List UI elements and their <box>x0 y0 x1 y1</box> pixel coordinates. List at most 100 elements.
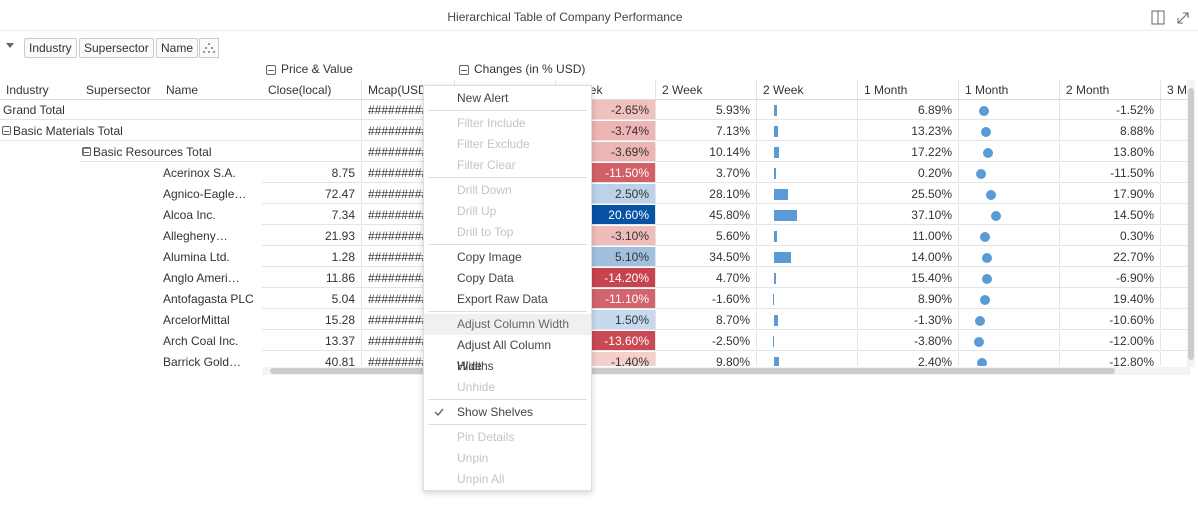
bar <box>774 210 797 221</box>
empty-cell <box>1161 331 1190 351</box>
shelf-pill[interactable]: Name <box>156 38 199 58</box>
month2-cell: -1.52% <box>1060 100 1161 120</box>
dot <box>981 253 992 263</box>
dot <box>976 169 987 179</box>
month2-cell: 17.90% <box>1060 184 1161 204</box>
menu-label: Filter Exclude <box>457 137 530 151</box>
row-label[interactable]: Arch Coal Inc. <box>163 334 239 348</box>
collapse-icon[interactable] <box>2 126 11 135</box>
column-header[interactable]: Close(local) <box>262 80 362 100</box>
menu-item: Filter Clear <box>424 155 591 176</box>
row-label[interactable]: Agnico-Eagle… <box>163 187 247 201</box>
context-menu: New Alert Filter Include Filter Exclude Fil… <box>423 85 592 491</box>
row-label[interactable]: Basic Resources Total <box>93 145 212 159</box>
dot <box>981 127 992 137</box>
bar <box>774 231 777 242</box>
menu-item[interactable]: Copy Image <box>424 247 591 268</box>
column-header[interactable]: 2 Week <box>656 80 757 100</box>
title: Hierarchical Table of Company Performanc… <box>447 10 683 24</box>
h-scroll-thumb[interactable] <box>270 368 1115 374</box>
week2-cell: 5.93% <box>656 100 757 120</box>
menu-label: Drill Up <box>457 204 497 218</box>
empty-cell <box>262 100 362 120</box>
row-label[interactable]: Alcoa Inc. <box>163 208 216 222</box>
menu-item: Unhide <box>424 377 591 398</box>
v-scroll-thumb[interactable] <box>1188 88 1194 360</box>
close-cell: 8.75 <box>262 163 362 183</box>
column-header[interactable]: 3 Month <box>1161 80 1190 100</box>
bar-cell <box>757 100 858 120</box>
empty-cell <box>262 142 362 162</box>
menu-item[interactable]: Export Raw Data <box>424 289 591 310</box>
row-label[interactable]: Acerinox S.A. <box>163 166 236 180</box>
empty-cell <box>1161 205 1190 225</box>
close-cell: 1.28 <box>262 247 362 267</box>
menu-label: Drill Down <box>457 183 512 197</box>
bar <box>774 126 778 137</box>
menu-label: Show Shelves <box>457 405 534 419</box>
month1-cell: 0.20% <box>858 163 959 183</box>
column-header[interactable]: Name <box>160 80 262 100</box>
row-label[interactable]: Anglo Ameri… <box>163 271 240 285</box>
maximize-icon[interactable] <box>1177 12 1189 24</box>
menu-label: Pin Details <box>457 430 515 444</box>
row-label[interactable]: Grand Total <box>3 103 65 117</box>
menu-separator <box>428 399 587 400</box>
column-header[interactable]: 1 Month <box>959 80 1060 100</box>
collapse-caret[interactable] <box>5 42 15 50</box>
bar-cell <box>757 247 858 267</box>
close-cell: 72.47 <box>262 184 362 204</box>
menu-item[interactable]: New Alert <box>424 88 591 109</box>
month1-cell: 15.40% <box>858 268 959 288</box>
week2-cell: 9.80% <box>656 352 757 366</box>
bar <box>774 315 779 326</box>
column-header[interactable]: 1 Month <box>858 80 959 100</box>
table: Industry Supersector Name Close(local) Mcap(… <box>0 80 1190 366</box>
month2-cell: 14.50% <box>1060 205 1161 225</box>
row-line <box>0 100 262 120</box>
dot-cell <box>959 289 1060 309</box>
group-header[interactable]: Changes (in % USD) <box>458 62 585 76</box>
menu-label: Adjust Column Width <box>457 317 570 331</box>
collapse-icon[interactable] <box>82 147 91 156</box>
row-label[interactable]: Allegheny… <box>163 229 228 243</box>
menu-label: Hide <box>457 359 482 373</box>
dot <box>982 148 993 158</box>
menu-item: Filter Exclude <box>424 134 591 155</box>
menu-item[interactable]: Show Shelves <box>424 402 591 423</box>
shelf-pill[interactable]: Supersector <box>79 38 154 58</box>
group-header[interactable]: Price & Value <box>265 62 353 76</box>
menu-item[interactable]: Copy Data <box>424 268 591 289</box>
row-label[interactable]: Basic Materials Total <box>13 124 123 138</box>
bar-cell <box>757 142 858 162</box>
bar-cell <box>757 310 858 330</box>
bar <box>774 168 776 179</box>
header-icons <box>1151 10 1189 25</box>
column-header[interactable]: Industry <box>0 80 80 100</box>
column-header[interactable]: 2 Week <box>757 80 858 100</box>
week2-cell: 45.80% <box>656 205 757 225</box>
row-label[interactable]: Antofagasta PLC <box>163 292 254 306</box>
week2-cell: -1.60% <box>656 289 757 309</box>
month1-cell: 6.89% <box>858 100 959 120</box>
dot-cell <box>959 121 1060 141</box>
empty-cell <box>1161 352 1190 366</box>
row-label[interactable]: Barrick Gold… <box>163 355 242 366</box>
menu-label: New Alert <box>457 91 509 105</box>
shelf-pill[interactable]: Industry <box>24 38 77 58</box>
menu-item[interactable]: Hide <box>424 356 591 377</box>
row-label[interactable]: Alumina Ltd. <box>163 250 230 264</box>
row-label[interactable]: ArcelorMittal <box>163 313 230 327</box>
column-header[interactable]: 2 Month <box>1060 80 1161 100</box>
menu-item[interactable]: Adjust All Column Widths <box>424 335 591 373</box>
dot-cell <box>959 226 1060 246</box>
menu-item[interactable]: Adjust Column Width <box>424 314 591 335</box>
month2-cell: 19.40% <box>1060 289 1161 309</box>
week2-cell: 34.50% <box>656 247 757 267</box>
shelf-add[interactable] <box>199 38 219 58</box>
dot-cell <box>959 205 1060 225</box>
column-header[interactable]: Supersector <box>80 80 160 100</box>
week2-cell: 10.14% <box>656 142 757 162</box>
dot <box>986 190 997 200</box>
menu-item: Pin Details <box>424 427 591 448</box>
